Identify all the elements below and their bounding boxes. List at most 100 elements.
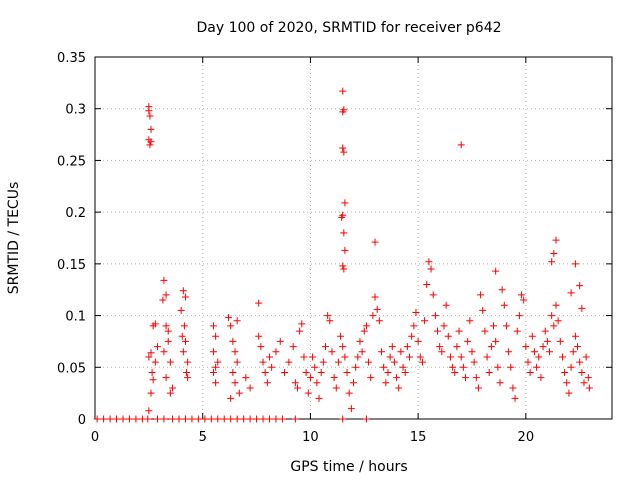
data-point (414, 337, 422, 345)
data-point (457, 353, 465, 361)
data-point (550, 322, 558, 330)
data-point (431, 312, 439, 320)
data-point (468, 348, 476, 356)
data-point (315, 394, 323, 402)
data-point (160, 276, 168, 284)
data-point (507, 363, 515, 371)
data-point (334, 358, 342, 366)
data-point (584, 374, 592, 382)
data-point (151, 320, 159, 328)
data-point (371, 238, 379, 246)
data-point (369, 312, 377, 320)
data-point (477, 291, 485, 299)
data-point (242, 374, 250, 382)
data-point (319, 358, 327, 366)
data-point (571, 332, 579, 340)
data-point (474, 384, 482, 392)
data-point (362, 415, 370, 423)
data-point (552, 301, 560, 309)
data-point (393, 374, 401, 382)
data-point (552, 236, 560, 244)
data-point (470, 358, 478, 366)
data-point (166, 389, 174, 397)
data-point (520, 296, 528, 304)
data-point (313, 379, 321, 387)
data-point (229, 368, 237, 376)
data-point (472, 374, 480, 382)
data-point (567, 363, 575, 371)
data-point (233, 358, 241, 366)
data-point (403, 343, 411, 351)
grid-lines (95, 57, 612, 419)
data-point (339, 144, 347, 152)
data-point (401, 368, 409, 376)
data-point (537, 374, 545, 382)
data-point (330, 374, 338, 382)
data-point (380, 363, 388, 371)
x-tick-label: 0 (91, 430, 99, 445)
data-point (455, 327, 463, 335)
data-point (324, 312, 332, 320)
data-point (181, 337, 189, 345)
data-point (261, 368, 269, 376)
data-point (164, 337, 172, 345)
data-point (164, 327, 172, 335)
data-point (209, 368, 217, 376)
data-point (384, 368, 392, 376)
data-point (524, 358, 532, 366)
data-point (265, 353, 273, 361)
data-point (571, 260, 579, 268)
data-point (421, 317, 429, 325)
data-point (180, 322, 188, 330)
data-point (209, 322, 217, 330)
data-point (227, 394, 235, 402)
data-point (440, 322, 448, 330)
data-point (339, 262, 347, 270)
data-point (145, 107, 153, 115)
data-point (179, 287, 187, 295)
data-point (528, 332, 536, 340)
data-point (225, 314, 233, 322)
data-point (563, 379, 571, 387)
data-point (505, 348, 513, 356)
plot-area-frame (94, 56, 613, 420)
data-point (147, 349, 155, 357)
data-point (418, 358, 426, 366)
data-point (343, 368, 351, 376)
data-point (585, 384, 593, 392)
data-point (337, 332, 345, 340)
data-point (569, 348, 577, 356)
data-point (298, 320, 306, 328)
data-point (399, 363, 407, 371)
data-point (194, 415, 202, 423)
data-point (444, 332, 452, 340)
data-point (543, 337, 551, 345)
data-point (483, 353, 491, 361)
data-point (408, 332, 416, 340)
data-point (285, 358, 293, 366)
data-point (227, 415, 235, 423)
data-point (253, 415, 261, 423)
x-tick-label: 5 (199, 430, 207, 445)
data-point (259, 415, 267, 423)
data-point (231, 348, 239, 356)
data-point (212, 332, 220, 340)
data-point (425, 258, 433, 266)
data-point (162, 322, 170, 330)
data-point (302, 368, 310, 376)
data-point (153, 343, 161, 351)
data-point (574, 343, 582, 351)
data-point (227, 322, 235, 330)
data-point (494, 363, 502, 371)
data-point (246, 415, 254, 423)
data-point (151, 358, 159, 366)
data-point (352, 363, 360, 371)
data-point (177, 306, 185, 314)
data-point (272, 348, 280, 356)
data-point (350, 379, 357, 387)
data-point (347, 405, 355, 413)
data-point (255, 332, 263, 340)
data-point (395, 384, 403, 392)
data-point (356, 337, 364, 345)
data-point (209, 348, 217, 356)
